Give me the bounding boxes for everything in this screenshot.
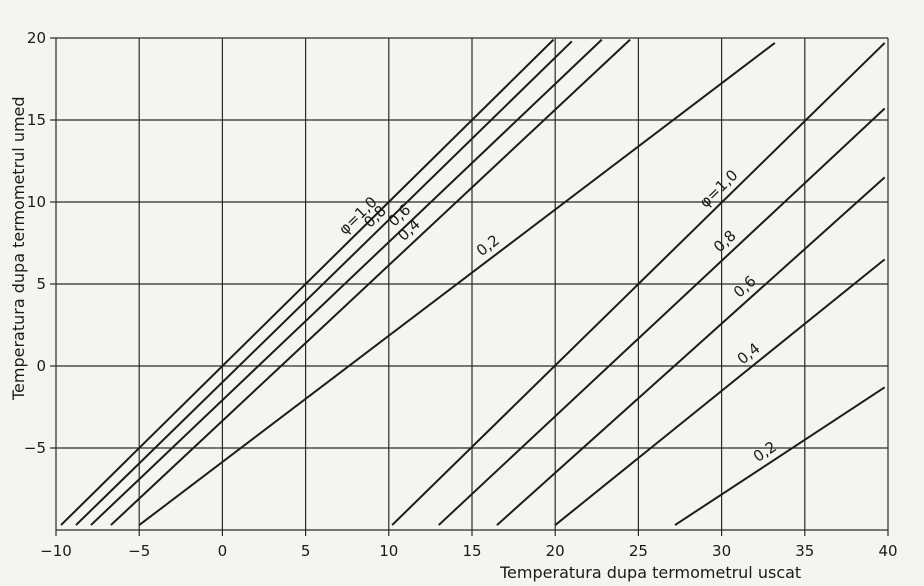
x-tick-label: −5 xyxy=(128,542,150,560)
curve-label: 0,8 xyxy=(710,227,740,256)
series-line xyxy=(391,42,886,526)
y-tick-label: 5 xyxy=(36,275,46,293)
y-tick-label: 10 xyxy=(27,193,46,211)
x-axis-label: Temperatura dupa termometrul uscat xyxy=(499,563,801,582)
series-lines xyxy=(60,38,886,526)
series-line xyxy=(90,38,603,526)
series-line xyxy=(554,258,886,526)
series-line xyxy=(110,38,631,526)
x-tick-label: 0 xyxy=(218,542,228,560)
x-tick-label: 5 xyxy=(301,542,311,560)
y-axis-label: Temperatura dupa termometrul umed xyxy=(9,96,28,401)
x-tick-label: 30 xyxy=(712,542,731,560)
series-line xyxy=(674,386,886,526)
series-line xyxy=(60,38,555,526)
x-tick-label: 15 xyxy=(462,542,481,560)
curve-label: 0,2 xyxy=(750,438,780,466)
x-tick-label: 20 xyxy=(546,542,565,560)
x-tick-label: 10 xyxy=(379,542,398,560)
curve-label: 0,6 xyxy=(730,272,760,301)
x-tick-label: 25 xyxy=(629,542,648,560)
y-tick-labels: 20 15 10 5 0 −5 xyxy=(24,29,46,457)
x-tick-label: 35 xyxy=(795,542,814,560)
x-tick-labels: −10 −5 0 5 10 15 20 25 30 35 40 xyxy=(40,542,897,560)
series-line xyxy=(138,42,776,526)
y-tick-label: −5 xyxy=(24,439,46,457)
x-tick-label: −10 xyxy=(40,542,72,560)
x-tick-label: 40 xyxy=(878,542,897,560)
curve-label: 0,2 xyxy=(473,231,503,260)
y-tick-label: 0 xyxy=(36,357,46,375)
series-line xyxy=(75,40,573,526)
y-tick-label: 15 xyxy=(27,111,46,129)
series-line xyxy=(496,176,886,526)
y-tick-label: 20 xyxy=(27,29,46,47)
curve-label: 0,4 xyxy=(734,339,764,368)
series-line xyxy=(438,107,886,526)
